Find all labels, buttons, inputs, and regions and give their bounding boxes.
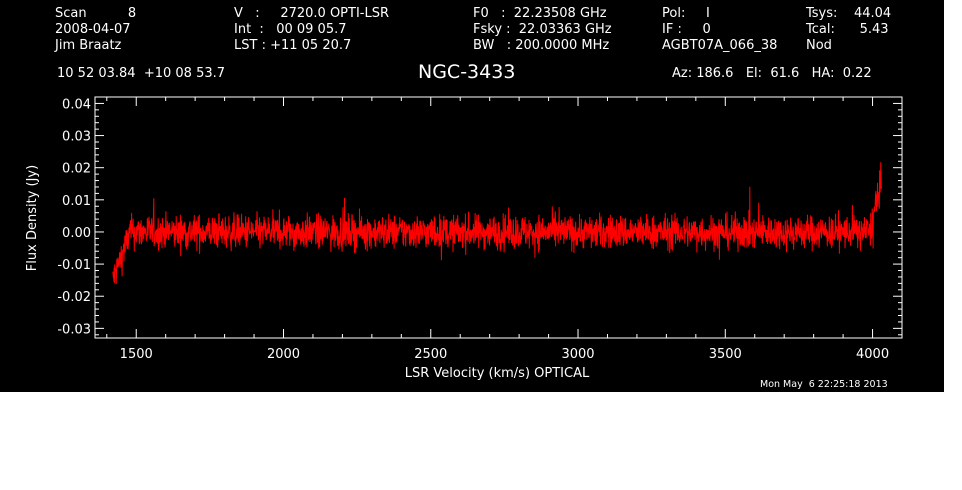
x-tick-label: 3000 xyxy=(561,347,594,362)
tick-labels: 1500 2000 2500 3000 3500 4000 -0.03 -0.02 -0.01 0… xyxy=(57,97,889,362)
y-tick-label: 0.02 xyxy=(62,162,91,177)
y-tick-label: -0.03 xyxy=(57,322,91,337)
x-tick-label: 2500 xyxy=(414,347,447,362)
date-label: 2008-04-07 xyxy=(55,22,131,37)
project-label: AGBT07A_066_38 xyxy=(662,38,778,53)
x-tick-label: 1500 xyxy=(120,347,153,362)
axis-ticks xyxy=(95,96,903,338)
f0-label: F0 : 22.23508 GHz xyxy=(473,6,607,21)
spectrum-chart: 1500 2000 2500 3000 3500 4000 -0.03 -0.02 -0.01 0… xyxy=(25,96,903,381)
scan-label: Scan 8 xyxy=(55,6,137,21)
tcal-label: Tcal: 5.43 xyxy=(806,22,889,37)
y-tick-label: 0.01 xyxy=(62,194,91,209)
y-tick-label: -0.02 xyxy=(57,290,91,305)
bandwidth-label: BW : 200.0000 MHz xyxy=(473,38,610,53)
tsys-label: Tsys: 44.04 xyxy=(806,6,892,21)
x-axis-label: LSR Velocity (km/s) OPTICAL xyxy=(405,366,590,381)
chart-title: NGC-3433 xyxy=(418,61,516,83)
x-tick-label: 2000 xyxy=(267,347,300,362)
observer-label: Jim Braatz xyxy=(55,38,122,53)
y-tick-label: 0.03 xyxy=(62,130,91,145)
y-axis-label: Flux Density (Jy) xyxy=(25,165,40,271)
y-tick-label: 0.00 xyxy=(62,226,91,241)
integration-label: Int : 00 09 05.7 xyxy=(234,22,347,37)
procedure-label: Nod xyxy=(806,38,832,53)
if-label: IF : 0 xyxy=(662,22,711,37)
plot-panel: Scan 8 2008-04-07 Jim Braatz V : 2720.0 … xyxy=(0,0,944,392)
spectrum-trace xyxy=(112,162,882,285)
timestamp: Mon May 6 22:25:18 2013 xyxy=(760,379,888,390)
y-tick-label: -0.01 xyxy=(57,258,91,273)
x-tick-label: 4000 xyxy=(856,347,889,362)
velocity-label: V : 2720.0 OPTI-LSR xyxy=(234,6,390,21)
y-tick-label: 0.04 xyxy=(62,97,91,112)
pol-label: Pol: I xyxy=(662,6,710,21)
az-el-ha-label: Az: 186.6 El: 61.6 HA: 0.22 xyxy=(672,66,872,81)
lst-label: LST : +11 05 20.7 xyxy=(234,38,352,53)
fsky-label: Fsky : 22.03363 GHz xyxy=(473,22,612,37)
x-tick-label: 3500 xyxy=(709,347,742,362)
coordinates-label: 10 52 03.84 +10 08 53.7 xyxy=(57,66,226,81)
plot-frame xyxy=(94,96,903,339)
